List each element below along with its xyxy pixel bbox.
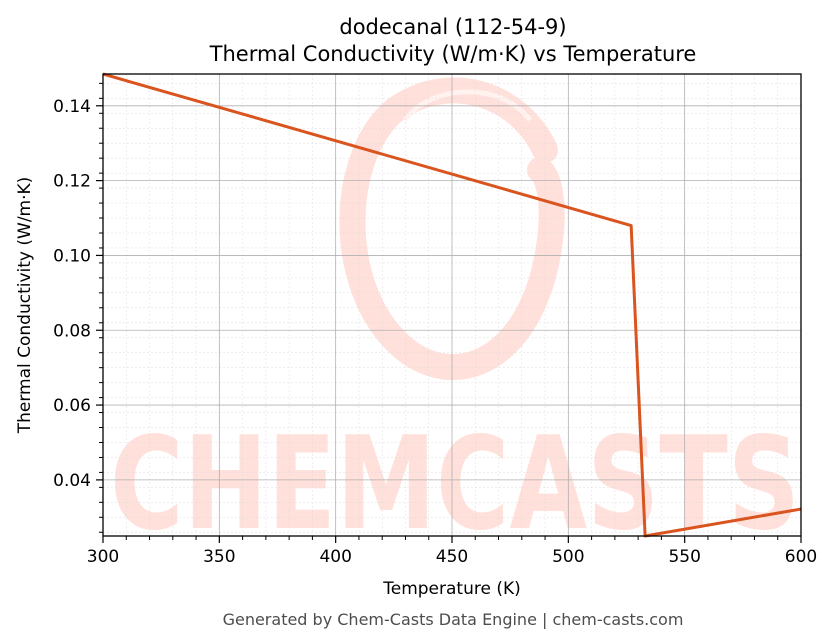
chart-subtitle: Thermal Conductivity (W/m·K) vs Temperat… — [209, 42, 697, 66]
x-tick-label: 450 — [436, 547, 468, 567]
x-tick-label: 500 — [552, 547, 584, 567]
x-tick-label: 350 — [203, 547, 235, 567]
chart-title: dodecanal (112-54-9) — [339, 15, 566, 39]
x-axis-label: Temperature (K) — [382, 579, 521, 599]
watermark: CHEMCASTS — [110, 77, 800, 559]
grid — [102, 74, 802, 536]
ticks: 300 350 400 450 500 550 600 0.04 0.06 0.08 0.10 0.1… — [53, 82, 817, 567]
x-tick-label: 550 — [668, 547, 700, 567]
watermark-text: CHEMCASTS — [110, 410, 800, 559]
watermark-logo-icon — [339, 77, 565, 381]
series-group — [102, 72, 802, 538]
y-tick-label: 0.04 — [53, 471, 91, 491]
y-tick-label: 0.14 — [53, 97, 91, 117]
y-tick-label: 0.12 — [53, 172, 91, 192]
y-tick-label: 0.08 — [53, 321, 91, 341]
x-tick-label: 400 — [319, 547, 351, 567]
x-tick-label: 600 — [785, 547, 817, 567]
y-tick-label: 0.06 — [53, 396, 91, 416]
y-axis-label: Thermal Conductivity (W/m·K) — [15, 177, 35, 435]
x-tick-label: 300 — [87, 547, 119, 567]
series-line — [102, 72, 802, 538]
y-tick-label: 0.10 — [53, 246, 91, 266]
footer-credit: Generated by Chem-Casts Data Engine | ch… — [223, 610, 684, 629]
